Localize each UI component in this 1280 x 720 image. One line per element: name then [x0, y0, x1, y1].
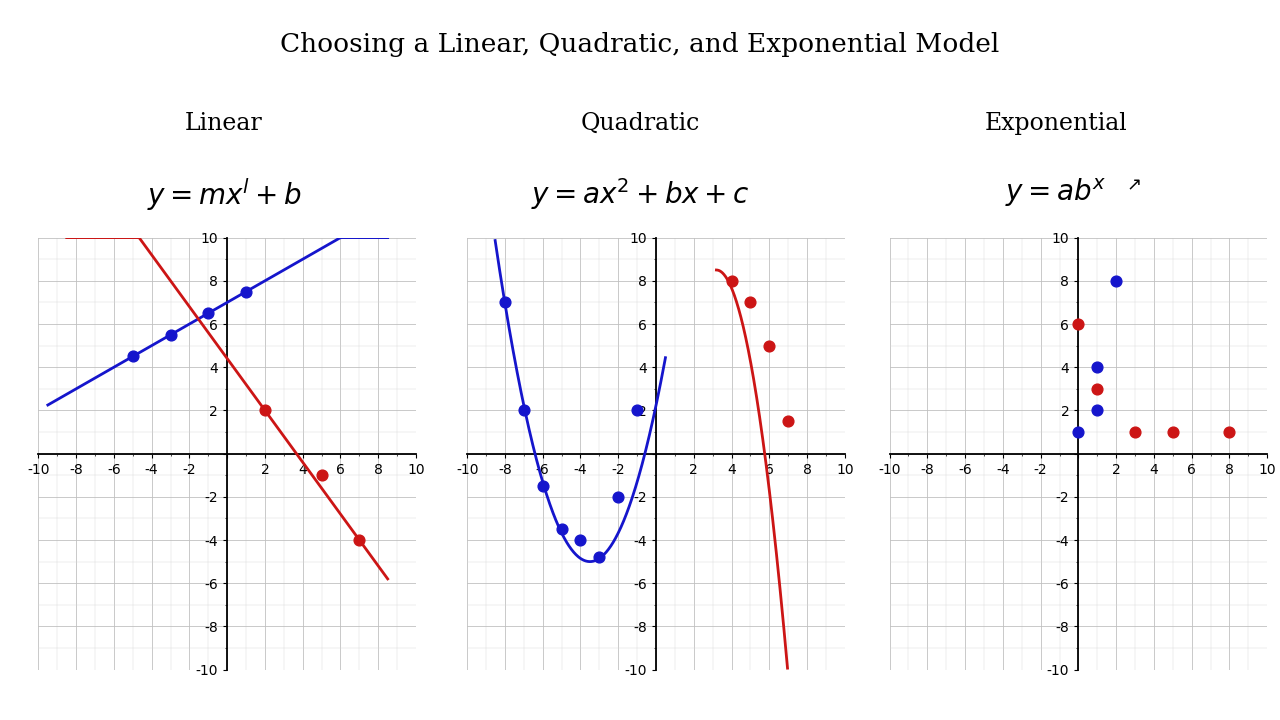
- Point: [1106, 275, 1126, 287]
- Point: [255, 405, 275, 416]
- Point: [759, 340, 780, 351]
- Point: [778, 415, 799, 427]
- Point: [198, 307, 219, 319]
- Text: $y = mx^l+ b$: $y = mx^l+ b$: [147, 176, 301, 213]
- Point: [589, 552, 609, 563]
- Point: [495, 297, 516, 308]
- Point: [1087, 361, 1107, 373]
- Point: [571, 534, 591, 546]
- Point: [349, 534, 370, 546]
- Text: $y = ax^2 + bx + c$: $y = ax^2 + bx + c$: [531, 176, 749, 212]
- Point: [1162, 426, 1183, 438]
- Point: [1087, 383, 1107, 395]
- Point: [740, 297, 760, 308]
- Point: [1220, 426, 1240, 438]
- Point: [608, 491, 628, 503]
- Text: $\nearrow$: $\nearrow$: [1123, 176, 1140, 194]
- Point: [1125, 426, 1146, 438]
- Point: [1069, 426, 1089, 438]
- Point: [627, 405, 648, 416]
- Text: Quadratic: Quadratic: [580, 112, 700, 135]
- Point: [1069, 318, 1089, 330]
- Point: [513, 405, 534, 416]
- Text: Linear: Linear: [186, 112, 262, 135]
- Point: [236, 286, 256, 297]
- Point: [311, 469, 332, 481]
- Point: [123, 351, 143, 362]
- Point: [1087, 405, 1107, 416]
- Point: [552, 523, 572, 535]
- Text: Exponential: Exponential: [984, 112, 1128, 135]
- Point: [160, 329, 180, 341]
- Text: Choosing a Linear, Quadratic, and Exponential Model: Choosing a Linear, Quadratic, and Expone…: [280, 32, 1000, 58]
- Point: [722, 275, 742, 287]
- Point: [532, 480, 553, 492]
- Text: $y = ab^x$: $y = ab^x$: [1005, 176, 1107, 209]
